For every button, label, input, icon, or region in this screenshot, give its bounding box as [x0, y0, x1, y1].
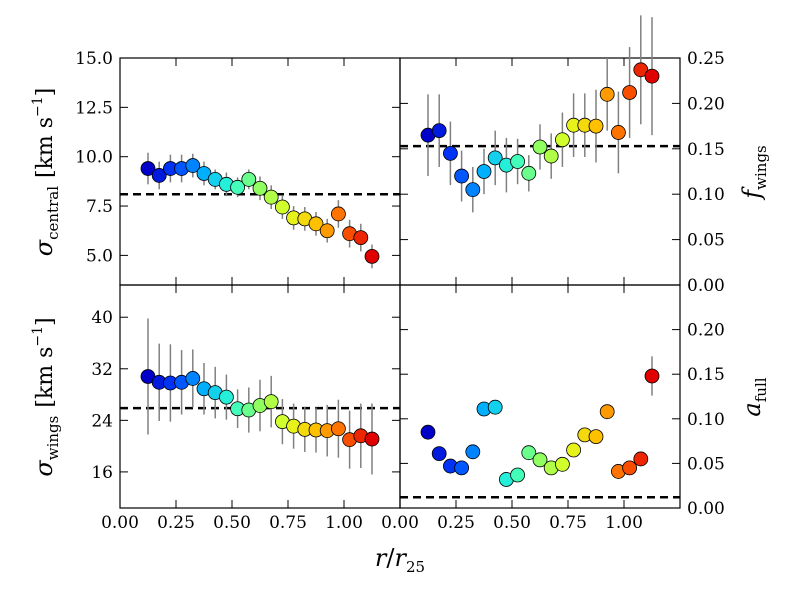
data-point [622, 85, 637, 100]
data-point [308, 216, 324, 232]
y-tick-label: 0.20 [687, 94, 725, 114]
ylabel-f-wings: fwings [738, 145, 770, 201]
x-tick-label: 0.00 [381, 513, 419, 533]
y-tick-label: 40 [91, 308, 113, 328]
axes-frame [399, 57, 681, 286]
panel-bottom-left: 16 24 32 40 0.00 0.25 0.50 0.75 1.00 [91, 284, 401, 533]
x-tick-label: 1.00 [325, 513, 363, 533]
y-tick-label: 7.5 [86, 197, 113, 217]
ylabel-sigma-central: σcentral[km s−1] [30, 88, 62, 257]
y-tick-label: 16 [91, 463, 113, 483]
data-point [330, 206, 346, 222]
data-point [532, 139, 548, 155]
data-point [151, 168, 167, 183]
y-tick-label: 0.10 [687, 185, 725, 205]
data-point [510, 467, 525, 483]
y-tick-label: 0.05 [687, 231, 725, 251]
data-point [476, 164, 492, 179]
data-point [588, 429, 604, 445]
y-tick-label: 5.0 [86, 246, 113, 266]
data-point [487, 150, 503, 166]
data-point [185, 371, 201, 386]
data-point [274, 199, 290, 215]
data-point [420, 424, 436, 440]
data-point [555, 456, 570, 472]
data-point [218, 389, 234, 405]
data-point [185, 158, 201, 173]
x-tick-label: 0.75 [549, 513, 587, 533]
data-point [364, 248, 380, 264]
y-tick-label: 0.10 [687, 410, 725, 430]
data-point [566, 442, 581, 458]
x-tick-label: 0.50 [213, 513, 251, 533]
data-point [252, 180, 268, 196]
data-point [532, 452, 548, 468]
data-point [588, 118, 604, 134]
x-tick-label: 0.25 [437, 513, 475, 533]
panel-top-right: 0.00 0.05 0.10 0.15 0.20 0.25 [399, 15, 725, 296]
y-tick-label: 0.15 [687, 140, 725, 160]
data-point [330, 421, 346, 437]
data-point [431, 123, 447, 139]
y-tick-label: 15.0 [75, 49, 113, 69]
x-tick-label: 1.00 [605, 513, 643, 533]
data-point [353, 230, 369, 246]
y-tick-label: 10.0 [75, 148, 113, 168]
y-tick-label: 0.00 [687, 276, 725, 296]
data-point [263, 394, 279, 410]
y-tick-label: 12.5 [75, 98, 113, 118]
y-tick-label: 32 [91, 360, 113, 380]
panel-bottom-right: 0.00 0.05 0.10 0.15 0.20 0.00 0.25 0.50 0.75 1.00 [381, 284, 725, 533]
data-point [633, 62, 649, 78]
panel-top-left: 5.0 7.5 10.0 12.5 15.0 [75, 49, 401, 286]
y-tick-label: 0.05 [687, 454, 725, 474]
x-tick-label: 0.00 [101, 513, 139, 533]
data-point [263, 189, 279, 205]
data-point [454, 168, 470, 184]
data-point [633, 451, 649, 467]
data-point [599, 86, 615, 102]
data-point [465, 182, 481, 198]
x-tick-label: 0.50 [493, 513, 531, 533]
y-tick-label: 0.25 [687, 49, 725, 69]
x-tick-label: 0.75 [269, 513, 307, 533]
data-point [622, 460, 637, 476]
data-point [465, 444, 481, 460]
axes-frame [399, 284, 681, 509]
panels: 5.07.510.012.515.00.000.050.100.150.200.… [75, 15, 725, 533]
data-point [487, 399, 503, 415]
data-point [319, 223, 335, 239]
x-tick-label: 0.25 [157, 513, 195, 533]
data-point [431, 446, 447, 461]
data-point [241, 171, 257, 187]
data-point [442, 145, 458, 161]
data-point [521, 445, 537, 461]
data-point [140, 161, 156, 176]
data-point [611, 125, 626, 140]
y-tick-label: 0.15 [687, 365, 725, 385]
ylabel-a-full: afull [738, 377, 770, 416]
y-tick-label: 0.00 [687, 499, 725, 519]
data-point [521, 165, 537, 181]
data-point [543, 148, 559, 164]
data-point [230, 179, 246, 195]
data-point [599, 404, 615, 420]
y-tick-label: 0.20 [687, 321, 725, 341]
data-point [644, 368, 660, 384]
data-point [364, 431, 380, 447]
data-point [555, 132, 570, 148]
y-tick-label: 24 [91, 411, 113, 431]
data-point [454, 460, 470, 476]
data-point [510, 154, 525, 169]
data-point [644, 68, 660, 84]
xlabel-r-over-r25: r/r25 [375, 544, 425, 576]
ylabel-sigma-wings: σwings[km s−1] [30, 317, 62, 476]
